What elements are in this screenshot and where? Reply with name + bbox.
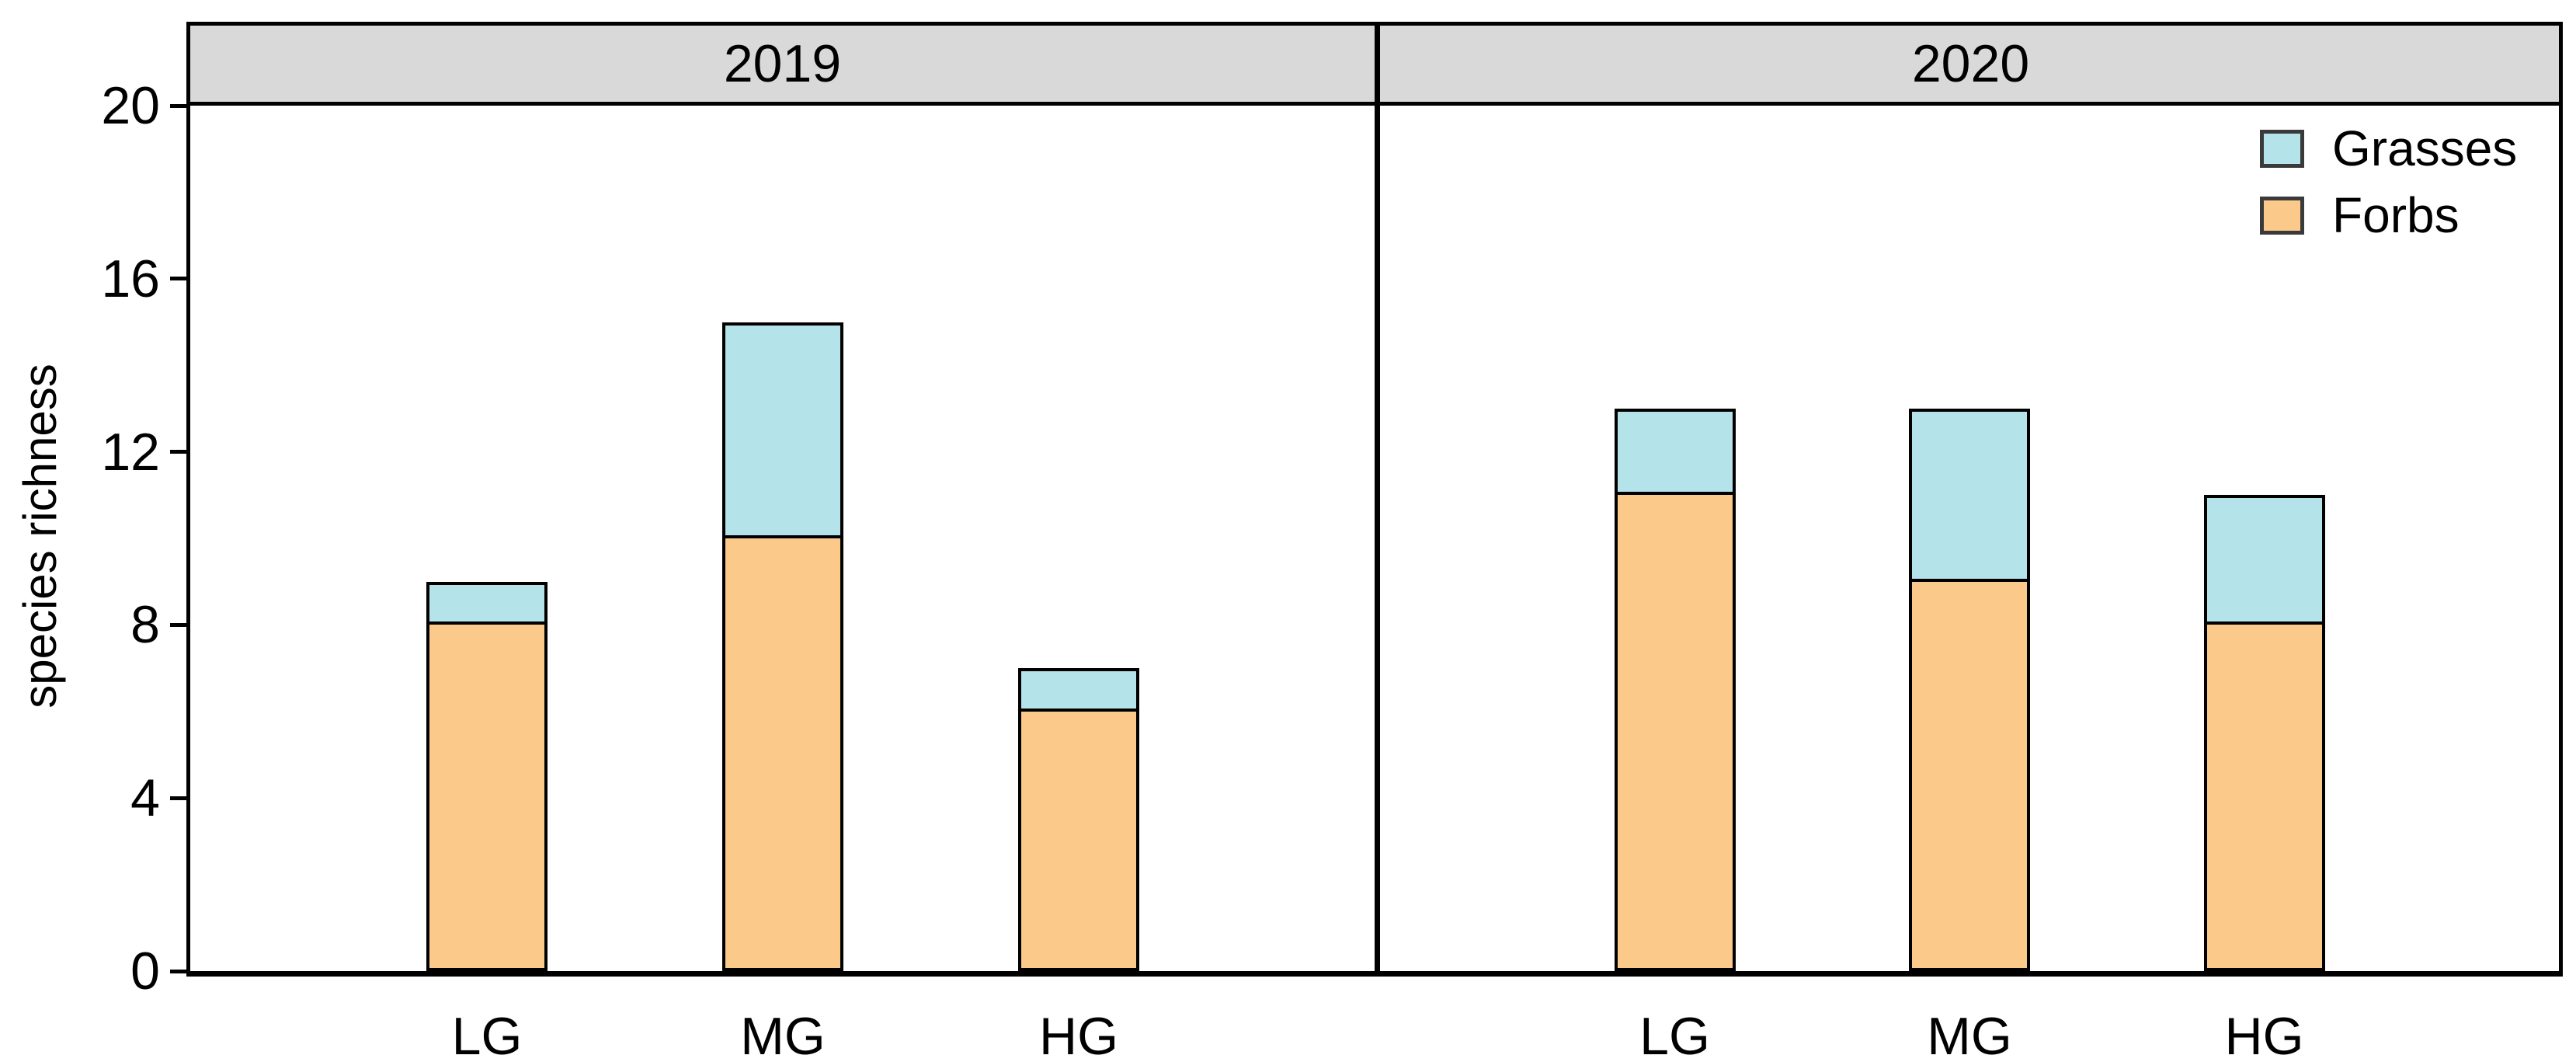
- forbs-segment: [1021, 711, 1136, 968]
- legend-item-forbs: Forbs: [2260, 190, 2517, 240]
- grasses-segment: [1021, 671, 1136, 712]
- grasses-segment: [2206, 498, 2322, 625]
- facet-label-2020: 2020: [1911, 34, 2030, 93]
- x-tick-label-MG: MG: [740, 1007, 826, 1062]
- y-tick-mark: [170, 622, 186, 627]
- grasses-swatch: [2260, 129, 2304, 168]
- stacked-bar-2020-MG: [1909, 408, 2030, 971]
- y-tick-label: 12: [101, 422, 160, 482]
- x-tick-label-HG: HG: [2224, 1007, 2304, 1062]
- forbs-segment: [725, 538, 840, 968]
- y-tick-label: 20: [101, 76, 160, 135]
- y-tick-mark: [170, 796, 186, 800]
- forbs-segment: [429, 625, 544, 968]
- y-tick-mark: [170, 969, 186, 973]
- forbs-segment: [2206, 625, 2322, 968]
- y-axis-title: species richness: [14, 364, 66, 709]
- forbs-swatch: [2260, 196, 2304, 235]
- legend-item-grasses: Grasses: [2260, 124, 2517, 173]
- facet-label-2019: 2019: [723, 34, 842, 93]
- x-tick-label-HG: HG: [1039, 1007, 1118, 1062]
- plot-area: [186, 106, 2563, 977]
- y-tick-label: 16: [101, 249, 160, 308]
- y-tick-label: 0: [130, 942, 160, 1001]
- stacked-bar-2019-LG: [426, 581, 548, 971]
- grasses-segment: [725, 325, 840, 538]
- grasses-segment: [429, 584, 544, 625]
- panel-divider: [1375, 22, 1380, 106]
- forbs-segment: [1617, 495, 1733, 968]
- y-tick-label: 8: [130, 595, 160, 655]
- y-tick-mark: [170, 277, 186, 281]
- legend-label-grasses: Grasses: [2332, 120, 2518, 176]
- grasses-segment: [1912, 411, 2027, 582]
- x-tick-label-MG: MG: [1927, 1007, 2012, 1062]
- grasses-segment: [1617, 411, 1733, 496]
- legend-label-forbs: Forbs: [2332, 187, 2460, 243]
- x-tick-label-LG: LG: [451, 1007, 523, 1062]
- forbs-segment: [1912, 581, 2027, 968]
- stacked-bar-2019-MG: [722, 322, 843, 971]
- x-tick-label-LG: LG: [1639, 1007, 1710, 1062]
- stacked-bar-2020-LG: [1614, 408, 1736, 971]
- y-tick-mark: [170, 450, 186, 454]
- stacked-bar-2019-HG: [1018, 668, 1139, 971]
- legend: Grasses Forbs: [2260, 124, 2517, 263]
- panel-divider: [1375, 106, 1380, 971]
- stacked-bar-2020-HG: [2203, 495, 2325, 971]
- y-tick-mark: [170, 103, 186, 108]
- y-tick-label: 4: [130, 768, 160, 828]
